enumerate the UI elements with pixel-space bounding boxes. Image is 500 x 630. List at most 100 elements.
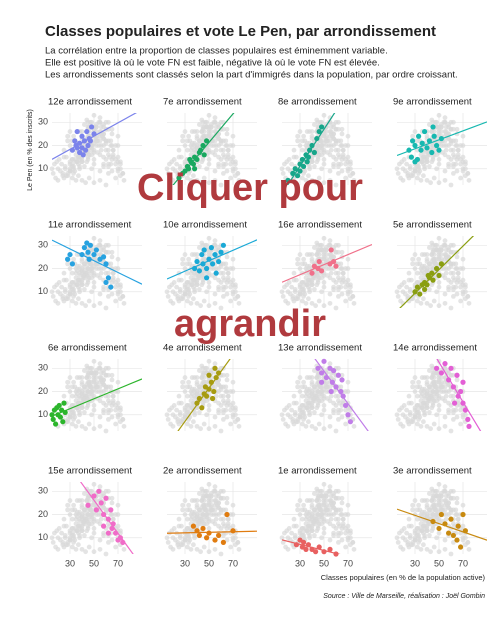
background-point xyxy=(185,507,190,513)
background-point xyxy=(197,386,202,392)
background-point xyxy=(301,133,306,139)
background-point xyxy=(424,528,430,534)
background-point xyxy=(394,289,400,295)
background-point xyxy=(180,502,186,508)
background-point xyxy=(340,523,346,529)
background-point xyxy=(303,516,309,522)
background-point xyxy=(434,516,439,522)
point xyxy=(333,263,339,269)
background-point xyxy=(321,426,327,432)
background-point xyxy=(98,270,104,276)
background-point xyxy=(448,305,454,311)
point xyxy=(316,128,322,135)
point xyxy=(436,147,442,153)
background-point xyxy=(228,175,234,181)
point xyxy=(216,532,222,539)
point xyxy=(450,384,456,390)
background-point xyxy=(448,242,454,248)
x-tick-label: 70 xyxy=(228,558,238,568)
background-point xyxy=(460,154,466,160)
background-point xyxy=(412,414,418,420)
background-point xyxy=(422,410,427,415)
point xyxy=(418,147,424,153)
point xyxy=(285,177,291,183)
background-point xyxy=(331,277,336,283)
background-point xyxy=(324,256,329,262)
background-point xyxy=(319,516,324,522)
background-point xyxy=(428,180,433,186)
background-point xyxy=(176,523,182,529)
background-point xyxy=(206,549,212,555)
background-point xyxy=(233,282,238,288)
point xyxy=(339,377,345,383)
background-point xyxy=(197,509,202,515)
background-point xyxy=(446,512,451,517)
background-point xyxy=(436,284,442,290)
background-point xyxy=(60,542,66,548)
background-point xyxy=(442,152,448,158)
y-tick-label: 20 xyxy=(38,263,48,273)
background-point xyxy=(198,303,204,309)
background-point xyxy=(50,539,56,545)
background-point xyxy=(424,400,430,406)
background-point xyxy=(168,421,174,427)
overlay-text[interactable]: Cliquer pour xyxy=(137,167,363,209)
point xyxy=(328,388,334,395)
background-point xyxy=(86,175,92,181)
background-point xyxy=(301,502,306,508)
background-point xyxy=(192,410,198,415)
point xyxy=(343,402,349,409)
background-point xyxy=(321,530,327,536)
background-point xyxy=(59,530,64,536)
background-point xyxy=(460,256,466,262)
background-point xyxy=(97,177,103,183)
background-point xyxy=(165,170,171,176)
background-point xyxy=(345,502,351,508)
background-point xyxy=(169,282,175,288)
panel: 2e arrondissement 30 50 70 xyxy=(163,466,257,568)
background-point xyxy=(460,133,466,139)
point xyxy=(200,261,206,267)
background-point xyxy=(283,544,288,550)
background-point xyxy=(345,143,351,148)
background-point xyxy=(348,282,353,288)
background-point xyxy=(324,507,329,513)
background-point xyxy=(415,147,420,153)
background-point xyxy=(345,379,351,385)
point xyxy=(93,507,99,513)
background-point xyxy=(327,300,333,306)
background-point xyxy=(340,147,346,153)
background-point xyxy=(206,284,212,290)
background-point xyxy=(204,133,210,139)
background-point xyxy=(65,507,70,513)
point xyxy=(187,156,193,163)
point xyxy=(101,523,107,529)
point xyxy=(430,277,436,283)
point xyxy=(314,135,320,142)
background-point xyxy=(436,157,442,162)
background-point xyxy=(206,358,212,364)
background-point xyxy=(103,242,109,248)
background-point xyxy=(333,182,339,188)
background-point xyxy=(291,523,297,529)
background-point xyxy=(460,266,466,271)
background-point xyxy=(82,491,87,497)
background-point xyxy=(212,546,218,552)
point xyxy=(61,400,67,406)
background-point xyxy=(421,542,426,548)
background-point xyxy=(405,173,411,179)
point xyxy=(422,286,428,293)
background-point xyxy=(327,291,333,297)
background-point xyxy=(233,159,238,165)
background-point xyxy=(224,377,230,383)
overlay-text[interactable]: agrandir xyxy=(174,303,326,345)
background-point xyxy=(188,147,194,153)
background-point xyxy=(101,530,106,536)
background-point xyxy=(331,143,336,148)
background-point xyxy=(89,365,94,371)
background-point xyxy=(443,270,449,276)
background-point xyxy=(313,180,318,186)
background-point xyxy=(103,270,109,276)
background-point xyxy=(339,131,345,137)
